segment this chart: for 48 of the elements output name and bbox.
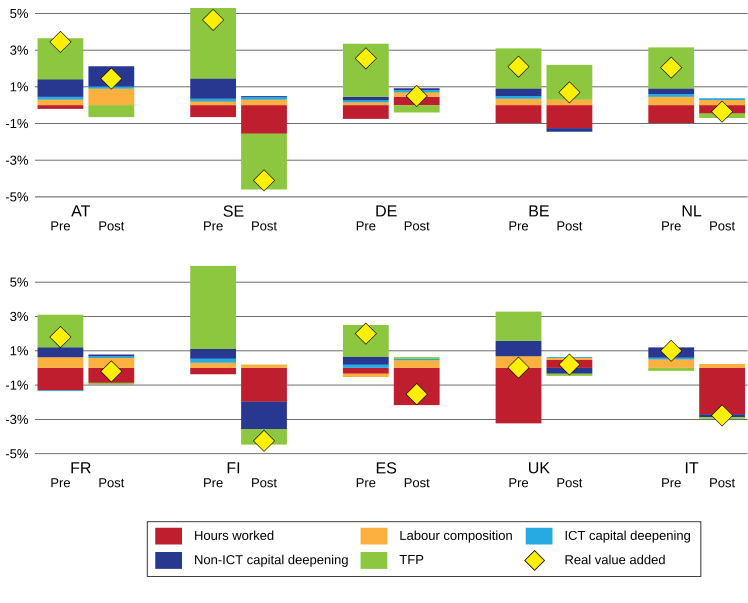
y-tick-label: -3% [6,156,28,165]
y-tick-label: -1% [6,380,28,390]
legend-label: TFP [400,555,424,564]
y-tick-label: 1% [10,82,28,92]
text: FI [228,462,240,474]
text: UK [529,462,550,474]
x-tick-label: Post [404,222,430,231]
x-tick-label: Post [99,222,124,231]
y-tick-label: -3% [6,414,28,424]
x-tick-label: Pre [204,478,223,488]
x-tick-label: Pre [509,222,528,231]
x-tick-label: Pre [356,222,376,231]
text: DE [376,206,397,217]
y-tick-label: -1% [6,119,28,128]
text: FR [71,462,91,474]
x-tick-label: Post [99,478,124,488]
y-tick-label: -5% [6,449,28,458]
y-tick-label: 5% [10,9,28,18]
x-tick-label: Pre [662,222,681,231]
x-tick-label: Pre [509,478,528,488]
x-tick-label: Pre [204,222,223,231]
text: AT [71,206,90,217]
text: ES [376,462,396,474]
legend-label: Real value added [566,554,665,564]
x-tick-label: Post [557,478,582,488]
x-tick-label: Pre [356,478,376,488]
legend-label: Labour composition [400,530,512,543]
legend-label: ICT capital deepening [566,530,690,543]
y-tick-label: -5% [6,192,28,202]
x-tick-label: Post [404,478,430,488]
y-tick-label: 3% [10,46,28,55]
text: NL [682,206,702,217]
x-tick-label: Post [252,222,277,231]
legend-label: Hours worked [195,530,274,540]
legend-label: Non-ICT capital deepening [195,554,348,568]
text: SE [224,206,244,217]
x-tick-label: Post [710,478,736,488]
y-tick-label: 5% [10,278,28,287]
x-tick-label: Pre [51,222,70,231]
x-tick-label: Post [557,222,582,231]
x-tick-label: Post [710,222,736,231]
x-tick-label: Pre [51,478,70,488]
x-tick-label: Post [252,478,277,488]
y-tick-label: 1% [10,346,28,356]
text: IT [686,462,698,474]
text: BE [530,206,549,217]
y-tick-label: 3% [10,312,28,322]
x-tick-label: Pre [662,478,681,488]
